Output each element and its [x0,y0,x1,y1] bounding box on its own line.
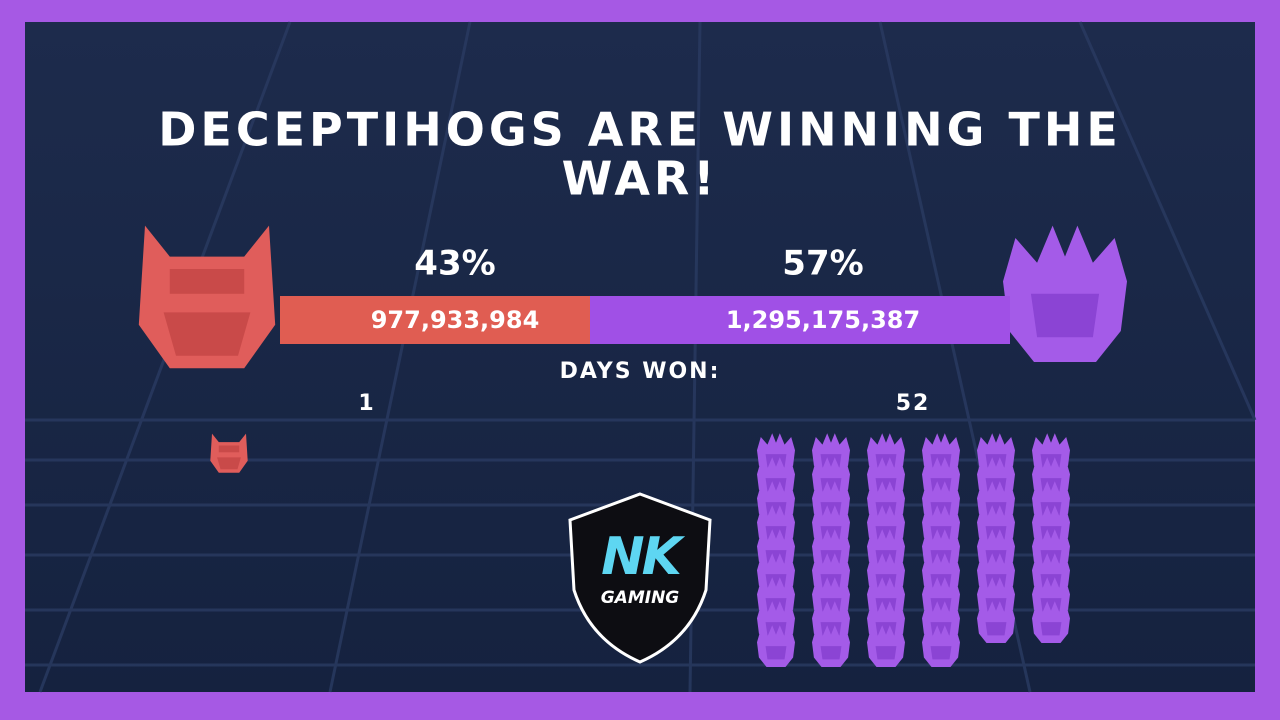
nk-logo: NK GAMING [568,492,712,664]
title: DECEPTIHOGS ARE WINNING THE [158,103,1122,157]
title: WAR! [562,152,719,206]
days-won-label: DAYS WON: [560,359,721,384]
left-percent: 43% [414,244,495,284]
right-percent: 57% [782,244,863,284]
left-score: 977,933,984 [371,306,540,334]
logo-letters: NK [601,527,686,587]
right-score: 1,295,175,387 [726,306,920,334]
logo-subtitle: GAMING [601,588,680,608]
right-days-won: 52 [896,391,931,416]
left-score-bar [280,296,590,344]
right-score-bar [590,296,1010,344]
left-days-won: 1 [358,391,375,416]
